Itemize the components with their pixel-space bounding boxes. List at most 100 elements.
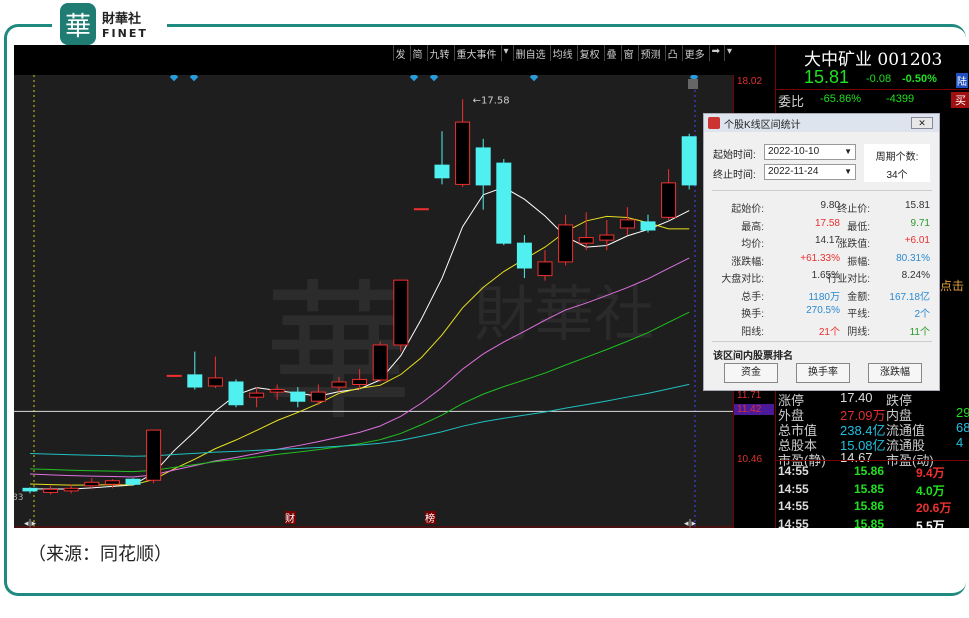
- quote-field: 总股本: [778, 438, 818, 453]
- event-marker-icon: [189, 72, 199, 82]
- period-value: 34个: [886, 170, 908, 181]
- candle-body: [455, 121, 471, 185]
- toolbar-button[interactable]: 更多: [681, 45, 707, 61]
- end-label: 终止时间:: [713, 170, 756, 181]
- stat-field: 换手:: [741, 309, 764, 320]
- candle-body: [146, 429, 162, 481]
- stat-field: 80.31%: [896, 252, 930, 264]
- close-button[interactable]: ✕: [911, 117, 933, 129]
- toolbar-button[interactable]: 删自选: [512, 45, 548, 61]
- rank-change-button[interactable]: 涨跌幅: [868, 363, 922, 383]
- event-marker-icon: [409, 72, 419, 82]
- logo-name: 財華社: [102, 12, 142, 27]
- stat-field: +61.33%: [800, 252, 840, 264]
- stat-field: 总手:: [741, 291, 764, 303]
- event-marker-icon: [169, 72, 179, 82]
- stat-field: 均价:: [741, 239, 764, 250]
- kline-chart[interactable]: 華財華社 ←17.58 83 财 榜 ◂|▸ ◂|▸: [12, 72, 733, 529]
- stat-field: 15.81: [904, 200, 930, 211]
- click-link[interactable]: 点击: [940, 279, 965, 293]
- candle-body: [228, 381, 244, 406]
- candle-body: [249, 392, 265, 398]
- candle-body: [640, 221, 656, 231]
- high-label: ←17.58: [473, 95, 510, 106]
- trade-tick: 9.4万: [916, 466, 945, 480]
- toolbar-button[interactable]: 重大事件: [453, 45, 499, 61]
- candle-body: [413, 208, 429, 211]
- ma30-line: [29, 311, 690, 473]
- stat-field: 14.17: [814, 235, 840, 246]
- article-frame: [4, 24, 966, 596]
- candle-body: [84, 481, 100, 487]
- marker-badge: [425, 511, 436, 524]
- toolbar-button[interactable]: 窗: [620, 45, 636, 61]
- weibi-value: -65.86%: [820, 93, 861, 105]
- stat-field: 9.71: [910, 217, 930, 229]
- trade-tick: 14:55: [778, 464, 809, 478]
- candle-body: [537, 261, 553, 277]
- ma20-line: [29, 257, 690, 478]
- finet-logo: 華 財華社 FINET: [52, 2, 167, 46]
- axis-current: 11.42: [734, 404, 774, 415]
- candle-body: [187, 374, 203, 388]
- toolbar-button[interactable]: 预测: [637, 45, 663, 61]
- quote-field: 238.4亿: [840, 423, 886, 438]
- candle-body: [290, 391, 306, 402]
- toolbar-button[interactable]: ▾: [500, 45, 511, 61]
- marker-text: 财: [285, 512, 295, 525]
- toolbar-button[interactable]: ➡: [708, 45, 722, 61]
- quote-field: 跌停: [886, 393, 913, 408]
- stat-field: 1180万: [808, 291, 840, 303]
- trade-tick: 14:55: [778, 481, 809, 496]
- end-date-select[interactable]: 2022-11-24: [764, 164, 856, 180]
- trade-tick: 4.0万: [916, 483, 945, 498]
- candle-body: [475, 147, 491, 186]
- trade-tick: 14:55: [778, 499, 809, 513]
- candle-body: [516, 242, 532, 269]
- quote-field: 内盘: [886, 408, 913, 423]
- trade-tick: 15.85: [854, 481, 885, 496]
- buy-button[interactable]: 买: [951, 92, 969, 108]
- quote-field: 涨停: [778, 393, 805, 408]
- stat-field: 振幅:: [847, 256, 870, 268]
- toolbar-button[interactable]: ▾: [723, 45, 734, 61]
- toolbar-button[interactable]: 凸: [664, 45, 680, 61]
- stat-field: 2个: [914, 309, 930, 320]
- toolbar-button[interactable]: 发: [392, 45, 408, 61]
- stat-field: 行业对比:: [827, 274, 870, 285]
- stat-field: 最低:: [847, 221, 870, 233]
- axis-low: 10.46: [737, 454, 763, 465]
- stat-field: 270.5%: [806, 305, 840, 316]
- logo-seal: 華: [60, 3, 96, 45]
- start-date-select[interactable]: 2022-10-10: [764, 144, 856, 160]
- candle-body: [352, 378, 368, 385]
- quote-field: 外盘: [778, 408, 805, 423]
- stat-field: 涨跌值:: [837, 239, 870, 250]
- ma60-line: [29, 383, 690, 457]
- toolbar-button[interactable]: 均线: [549, 45, 575, 61]
- candle-body: [43, 488, 59, 493]
- quote-field: 17.40: [840, 390, 873, 405]
- weicha-value: -4399: [886, 93, 915, 105]
- stat-field: 起始价:: [731, 204, 764, 215]
- watermark-seal: 華: [264, 267, 414, 441]
- quote-field: 15.08亿: [840, 438, 886, 453]
- interval-stats-dialog: 个股K线区间统计 ✕ 起始时间: 2022-10-10 终止时间: 2022-1…: [703, 113, 940, 391]
- candle-body: [207, 377, 223, 387]
- rank-turnover-button[interactable]: 换手率: [796, 363, 850, 383]
- stat-field: +6.01: [904, 235, 930, 246]
- axis-mid: 11.71: [737, 390, 762, 401]
- stat-field: 167.18亿: [889, 291, 930, 303]
- toolbar-button[interactable]: 复权: [576, 45, 602, 61]
- candle-body: [166, 374, 182, 377]
- toolbar-button[interactable]: 九转: [426, 45, 452, 61]
- candle-body: [104, 480, 120, 485]
- candle-body: [619, 219, 635, 229]
- candle-body: [393, 279, 409, 346]
- candle-body: [681, 136, 697, 186]
- period-label: 周期个数:: [875, 152, 919, 163]
- stat-field: 8.24%: [901, 270, 930, 281]
- rank-capital-button[interactable]: 资金: [724, 363, 778, 383]
- toolbar-button[interactable]: 简: [409, 45, 425, 61]
- toolbar-button[interactable]: 叠: [603, 45, 619, 61]
